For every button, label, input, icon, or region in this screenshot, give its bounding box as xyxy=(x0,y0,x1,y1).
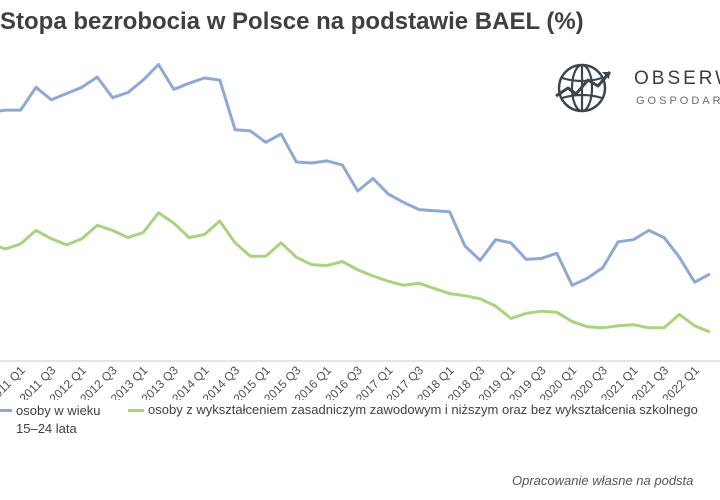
legend-label-series-2: osoby z wykształceniem zasadniczym zawod… xyxy=(148,402,698,417)
legend-label-series-1: osoby w wieku 15–24 lata xyxy=(16,403,101,436)
legend-swatch-series-1 xyxy=(0,409,12,412)
series-line-1 xyxy=(0,63,711,287)
logo-name: OBSERW xyxy=(634,68,720,89)
globe-icon xyxy=(555,63,612,113)
series-lines xyxy=(0,63,711,334)
logo: OBSERW GOSPODARC xyxy=(552,58,720,118)
logo-subtitle: GOSPODARC xyxy=(636,95,720,107)
source-note: Opracowanie własne na podsta xyxy=(512,473,694,488)
chart-title: Stopa bezrobocia w Polsce na podstawie B… xyxy=(0,8,584,35)
legend-swatch-series-2 xyxy=(128,409,144,412)
legend: osoby w wieku 15–24 lata osoby z wykszta… xyxy=(0,402,720,442)
series-line-2 xyxy=(0,211,711,334)
